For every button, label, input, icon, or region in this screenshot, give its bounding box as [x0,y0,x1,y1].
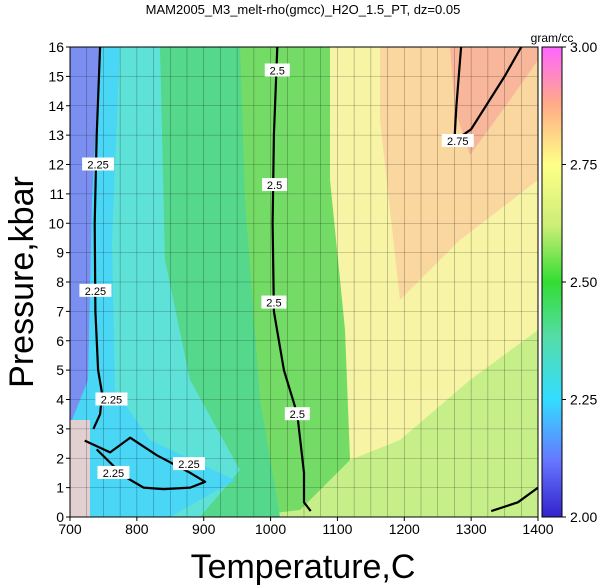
contour-label: 2.75 [447,136,468,148]
contour-label-box [264,63,290,77]
contour-label-box [261,295,287,309]
colorbar-tick-label: 2.25 [570,392,597,408]
y-tick-label: 16 [48,39,64,55]
region-lowest [70,47,100,420]
x-tick-label: 900 [192,521,216,537]
y-tick-label: 11 [49,186,64,202]
contour-label-box [97,465,130,479]
y-tick-label: 12 [48,157,64,173]
y-axis-label: Pressure,kbar [3,176,41,388]
contour-line [92,47,104,430]
contour-label: 2.25 [85,286,106,298]
y-tick-label: 15 [48,68,64,84]
contour-label: 2.5 [266,298,281,310]
x-axis: 700 800 900 1000 1100 1200 1300 1400 [58,517,554,537]
colorbar-tick-label: 2.75 [570,157,597,173]
y-tick-label: 2 [56,450,64,466]
contour-label: 2.5 [290,409,305,421]
contour-label-box [441,134,474,147]
contour-label-box [262,178,288,192]
x-tick-label: 1000 [255,521,286,537]
y-tick-label: 3 [56,421,64,437]
x-tick-label: 800 [125,521,149,537]
contour-label-box [79,283,112,297]
contour-line [84,436,207,491]
colorbar-tick-label: 2.50 [570,274,597,290]
contour-label-box [173,457,206,471]
colorbar-ticks: 2.00 2.25 2.50 2.75 3.00 [562,39,597,525]
contour-label: 2.25 [178,459,199,471]
colorbar-gradient [541,46,563,518]
contour-line [271,47,312,512]
y-tick-label: 10 [48,215,64,231]
contour-lines: 2.25 2.25 2.25 2.25 2.25 2.5 2.5 2.5 2.5 2.75 [79,47,538,513]
colorbar-tick-label: 3.00 [570,39,597,55]
contour-label: 2.25 [101,395,122,407]
y-tick-label: 13 [48,127,64,143]
x-tick-label: 1100 [322,521,352,537]
y-tick-label: 9 [56,245,64,261]
contour-label: 2.25 [103,468,124,480]
chart-title: MAM2005_M3_melt-rho(gmcc)_H2O_1.5_PT, dz… [146,2,461,17]
plot-area: 2.25 2.25 2.25 2.25 2.25 2.5 2.5 2.5 2.5 2.75 [70,47,538,517]
y-tick-label: 5 [56,362,64,378]
x-tick-label: 1200 [389,521,420,537]
contour-label-box [95,392,128,406]
y-tick-label: 1 [56,480,64,496]
y-tick-label: 6 [56,333,64,349]
contour-label: 2.5 [270,66,285,78]
contour-label: 2.25 [87,160,108,172]
x-axis-label: Temperature,C [191,548,416,586]
region-noise-strip [70,420,90,517]
y-tick-label: 4 [56,392,64,408]
colorbar-tick-label: 2.00 [570,509,597,525]
contour-label-box [82,157,115,171]
contour-label: 2.5 [267,180,282,192]
y-tick-label: 8 [56,274,64,290]
x-tick-label: 1300 [456,521,487,537]
colorbar: gram/cc 2.00 2.25 2.50 2.75 3.00 [531,31,598,525]
colorbar-unit: gram/cc [531,31,574,45]
contour-line [490,486,538,513]
y-tick-label: 0 [56,509,64,525]
x-tick-label: 1400 [522,521,553,537]
grid-lines [70,47,538,517]
y-tick-label: 7 [56,303,64,319]
contour-label-box [284,407,310,421]
x-tick-label: 700 [58,521,82,537]
y-tick-label: 14 [48,98,64,114]
